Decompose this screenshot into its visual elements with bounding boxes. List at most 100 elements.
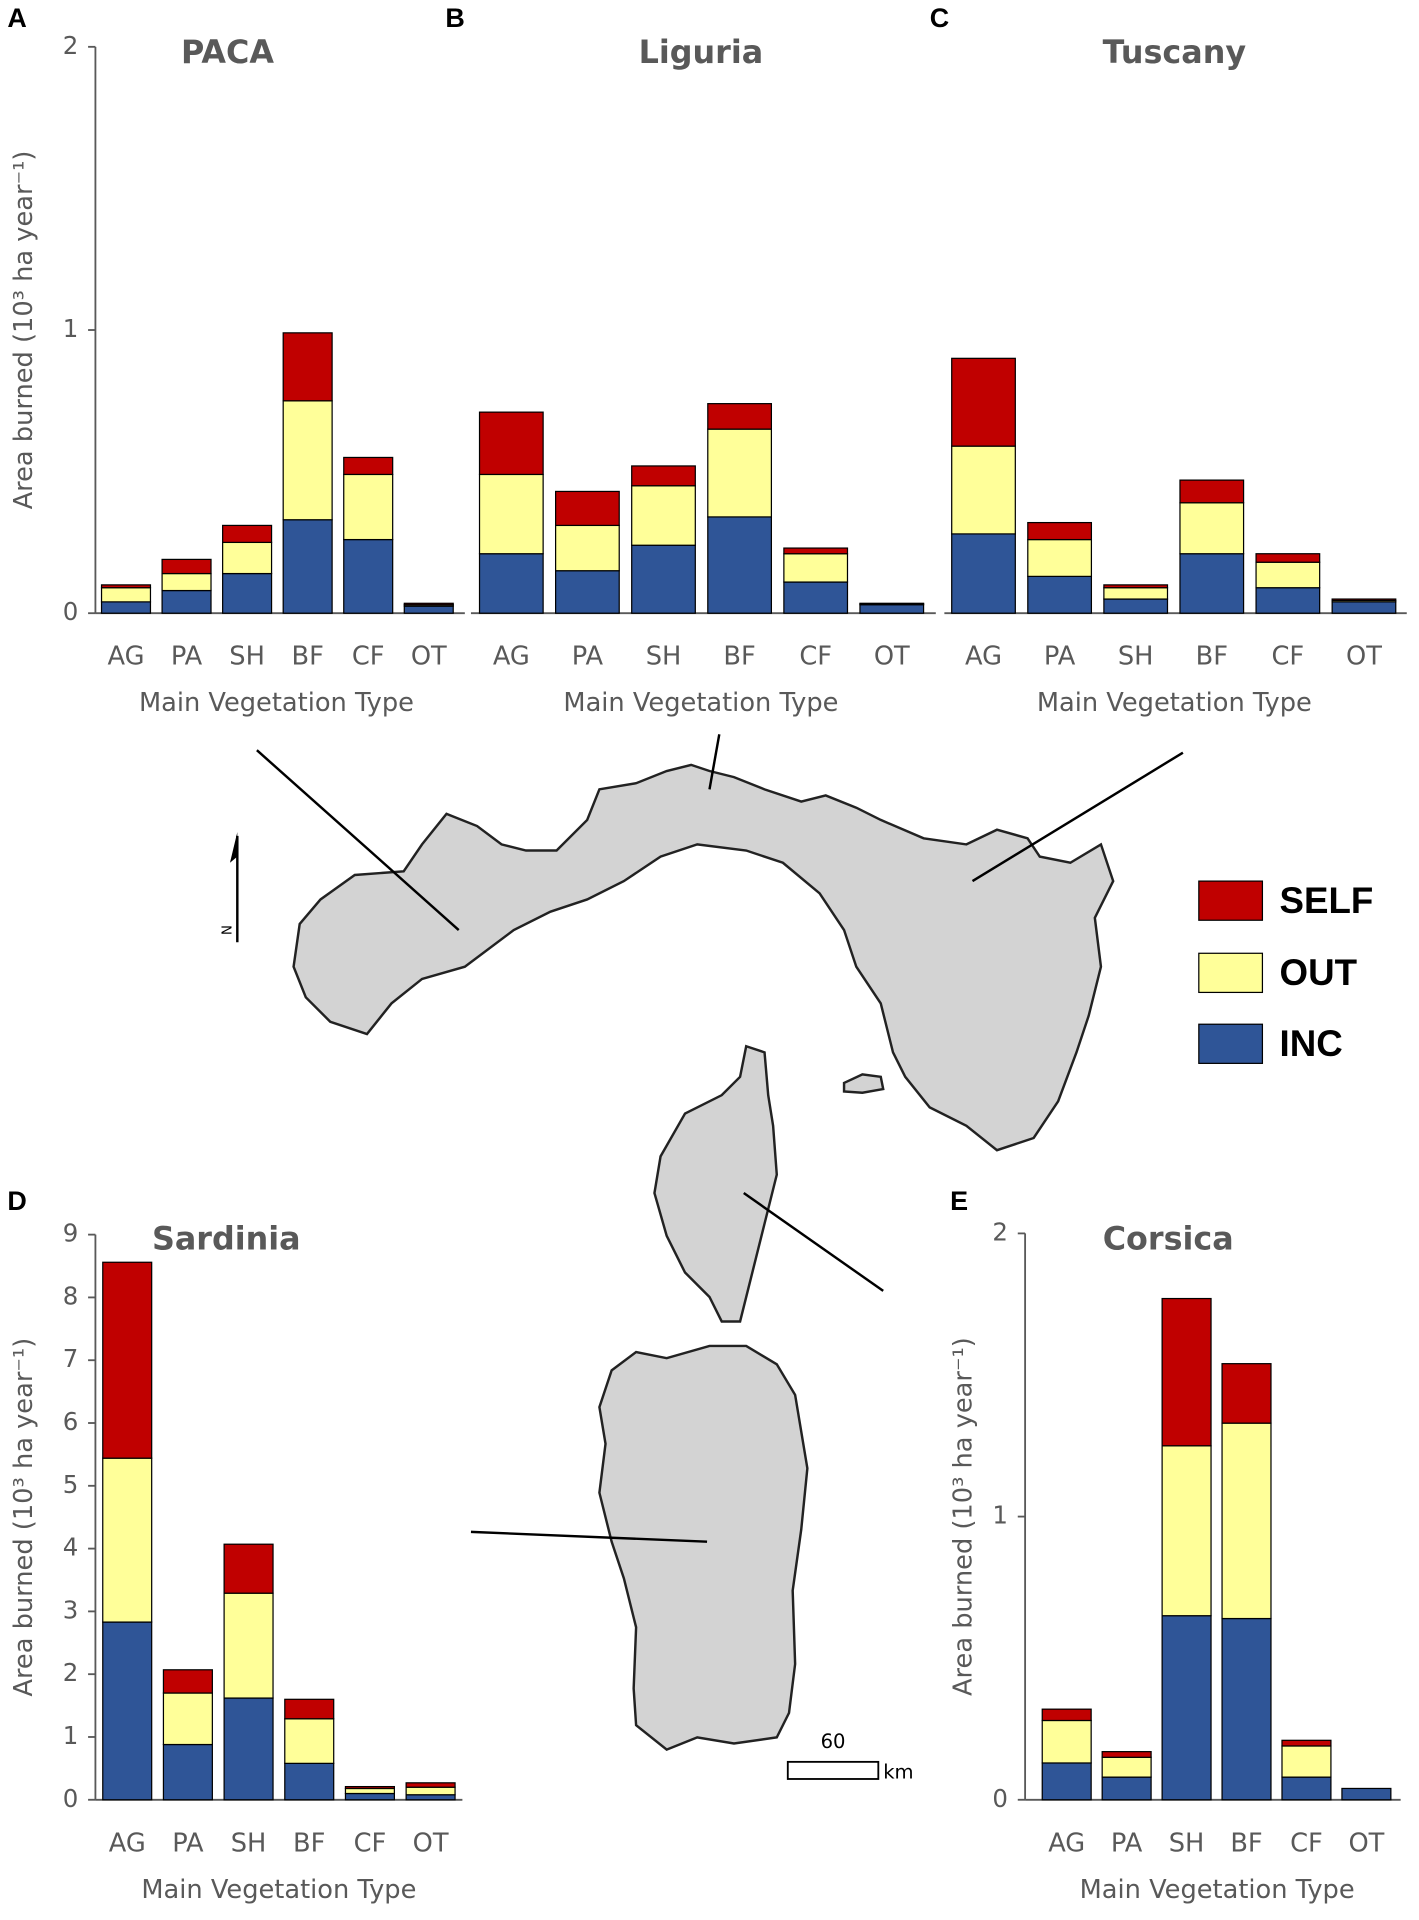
x-tick-label: BF <box>1230 1828 1262 1858</box>
x-tick-label: AG <box>107 642 144 672</box>
x-tick-label: OT <box>413 1828 449 1858</box>
legend-swatch <box>1198 1023 1264 1064</box>
bar-segment <box>161 558 212 575</box>
bar-segment <box>707 428 773 518</box>
leader-line <box>708 734 721 790</box>
bar-segment <box>161 589 212 614</box>
bar-segment <box>555 570 620 614</box>
bar-segment <box>1027 521 1093 541</box>
bar-segment <box>161 572 212 592</box>
y-tick-label: 2 <box>992 1217 1008 1246</box>
bar-segment <box>859 604 925 614</box>
bar-segment <box>102 1621 153 1801</box>
bar-segment <box>102 1261 153 1459</box>
panel-label: E <box>950 1186 968 1216</box>
x-tick-label: CF <box>1290 1828 1323 1858</box>
bar-segment <box>951 533 1016 614</box>
scale-unit: km <box>883 1760 913 1783</box>
chart-title: Sardinia <box>152 1221 301 1258</box>
x-tick-label: SH <box>1118 642 1154 672</box>
y-tick-label: 4 <box>63 1533 79 1562</box>
leader-lines <box>256 734 1184 1543</box>
bar-segment <box>223 1592 274 1699</box>
y-tick-label: 9 <box>63 1219 79 1248</box>
legend-label: OUT <box>1280 952 1358 993</box>
bar-segment <box>222 572 273 614</box>
y-tick-label: 7 <box>63 1344 79 1373</box>
bar-segment <box>1179 502 1245 555</box>
bar-segment <box>1255 561 1321 589</box>
y-tick-label: 1 <box>63 314 79 343</box>
bar-segment <box>1101 1756 1152 1778</box>
y-tick-label: 1 <box>63 1721 79 1750</box>
y-tick-label: 0 <box>992 1784 1008 1813</box>
bar-segment <box>631 465 696 487</box>
x-tick-label: PA <box>1044 642 1076 672</box>
map <box>292 763 1115 1752</box>
bar-segment <box>100 587 152 603</box>
map-region <box>653 1044 779 1323</box>
bar-segment <box>1161 1297 1212 1447</box>
bar-segment <box>478 553 544 614</box>
x-tick-label: OT <box>1348 1828 1384 1858</box>
bar-segment <box>1281 1745 1332 1778</box>
x-axis-title: Main Vegetation Type <box>139 688 414 718</box>
bar-segment <box>343 538 394 614</box>
map-region <box>292 763 1115 1152</box>
bar-segment <box>1041 1708 1092 1722</box>
map-region <box>842 1073 885 1094</box>
leader-line <box>743 1192 884 1292</box>
bar-segment <box>1221 1422 1272 1620</box>
bar-segment <box>783 553 849 583</box>
bar-segment <box>1027 575 1093 614</box>
y-axis-title: Area burned (10³ ha year⁻¹) <box>9 151 39 510</box>
y-tick-label: 5 <box>63 1470 79 1499</box>
x-tick-label: SH <box>646 642 682 672</box>
bar-segment <box>282 332 333 402</box>
bar-segment <box>102 1457 153 1623</box>
bar-segment <box>1161 1615 1212 1801</box>
bar-segment <box>222 524 273 544</box>
y-tick-label: 6 <box>63 1407 79 1436</box>
bar-segment <box>707 516 773 614</box>
x-tick-label: CF <box>1272 642 1305 672</box>
bar-segment <box>783 547 849 555</box>
y-tick-label: 1 <box>992 1501 1008 1530</box>
x-tick-label: BF <box>291 642 323 672</box>
x-tick-label: CF <box>799 642 832 672</box>
bar-segment <box>223 1543 274 1594</box>
bar-segment <box>284 1718 335 1764</box>
leader-line <box>470 1530 708 1543</box>
y-tick-label: 2 <box>63 31 79 60</box>
bar-segment <box>1041 1762 1092 1801</box>
bar-segment <box>223 1697 274 1801</box>
bar-segment <box>1255 553 1321 563</box>
bar-segment <box>1281 1739 1332 1747</box>
x-axis-title: Main Vegetation Type <box>1080 1875 1355 1905</box>
bar-segment <box>405 1782 456 1788</box>
legend-swatch <box>1198 880 1264 921</box>
x-tick-label: BF <box>1196 642 1228 672</box>
y-axis-title: Area burned (10³ ha year⁻¹) <box>948 1337 978 1696</box>
bar-segment <box>1103 584 1169 589</box>
bar-segment <box>1281 1776 1332 1801</box>
bar-segment <box>951 445 1016 535</box>
x-tick-label: SH <box>231 1828 267 1858</box>
bar-segment <box>478 473 544 555</box>
chart-title: Corsica <box>1103 1221 1234 1258</box>
bar-segment <box>631 485 696 546</box>
bar-segment <box>1027 538 1093 577</box>
scale-box <box>786 1760 880 1780</box>
x-tick-label: PA <box>1111 1828 1143 1858</box>
scale-bar: 60 km <box>786 1730 914 1783</box>
bar-segment <box>1161 1445 1212 1617</box>
x-tick-label: OT <box>411 642 447 672</box>
bar-segment <box>1331 598 1397 602</box>
bar-segment <box>162 1669 213 1694</box>
x-tick-label: BF <box>723 642 755 672</box>
x-tick-label: AG <box>109 1828 146 1858</box>
bar-segment <box>405 1786 456 1796</box>
x-tick-label: OT <box>1346 642 1382 672</box>
bar-segment <box>403 605 454 614</box>
